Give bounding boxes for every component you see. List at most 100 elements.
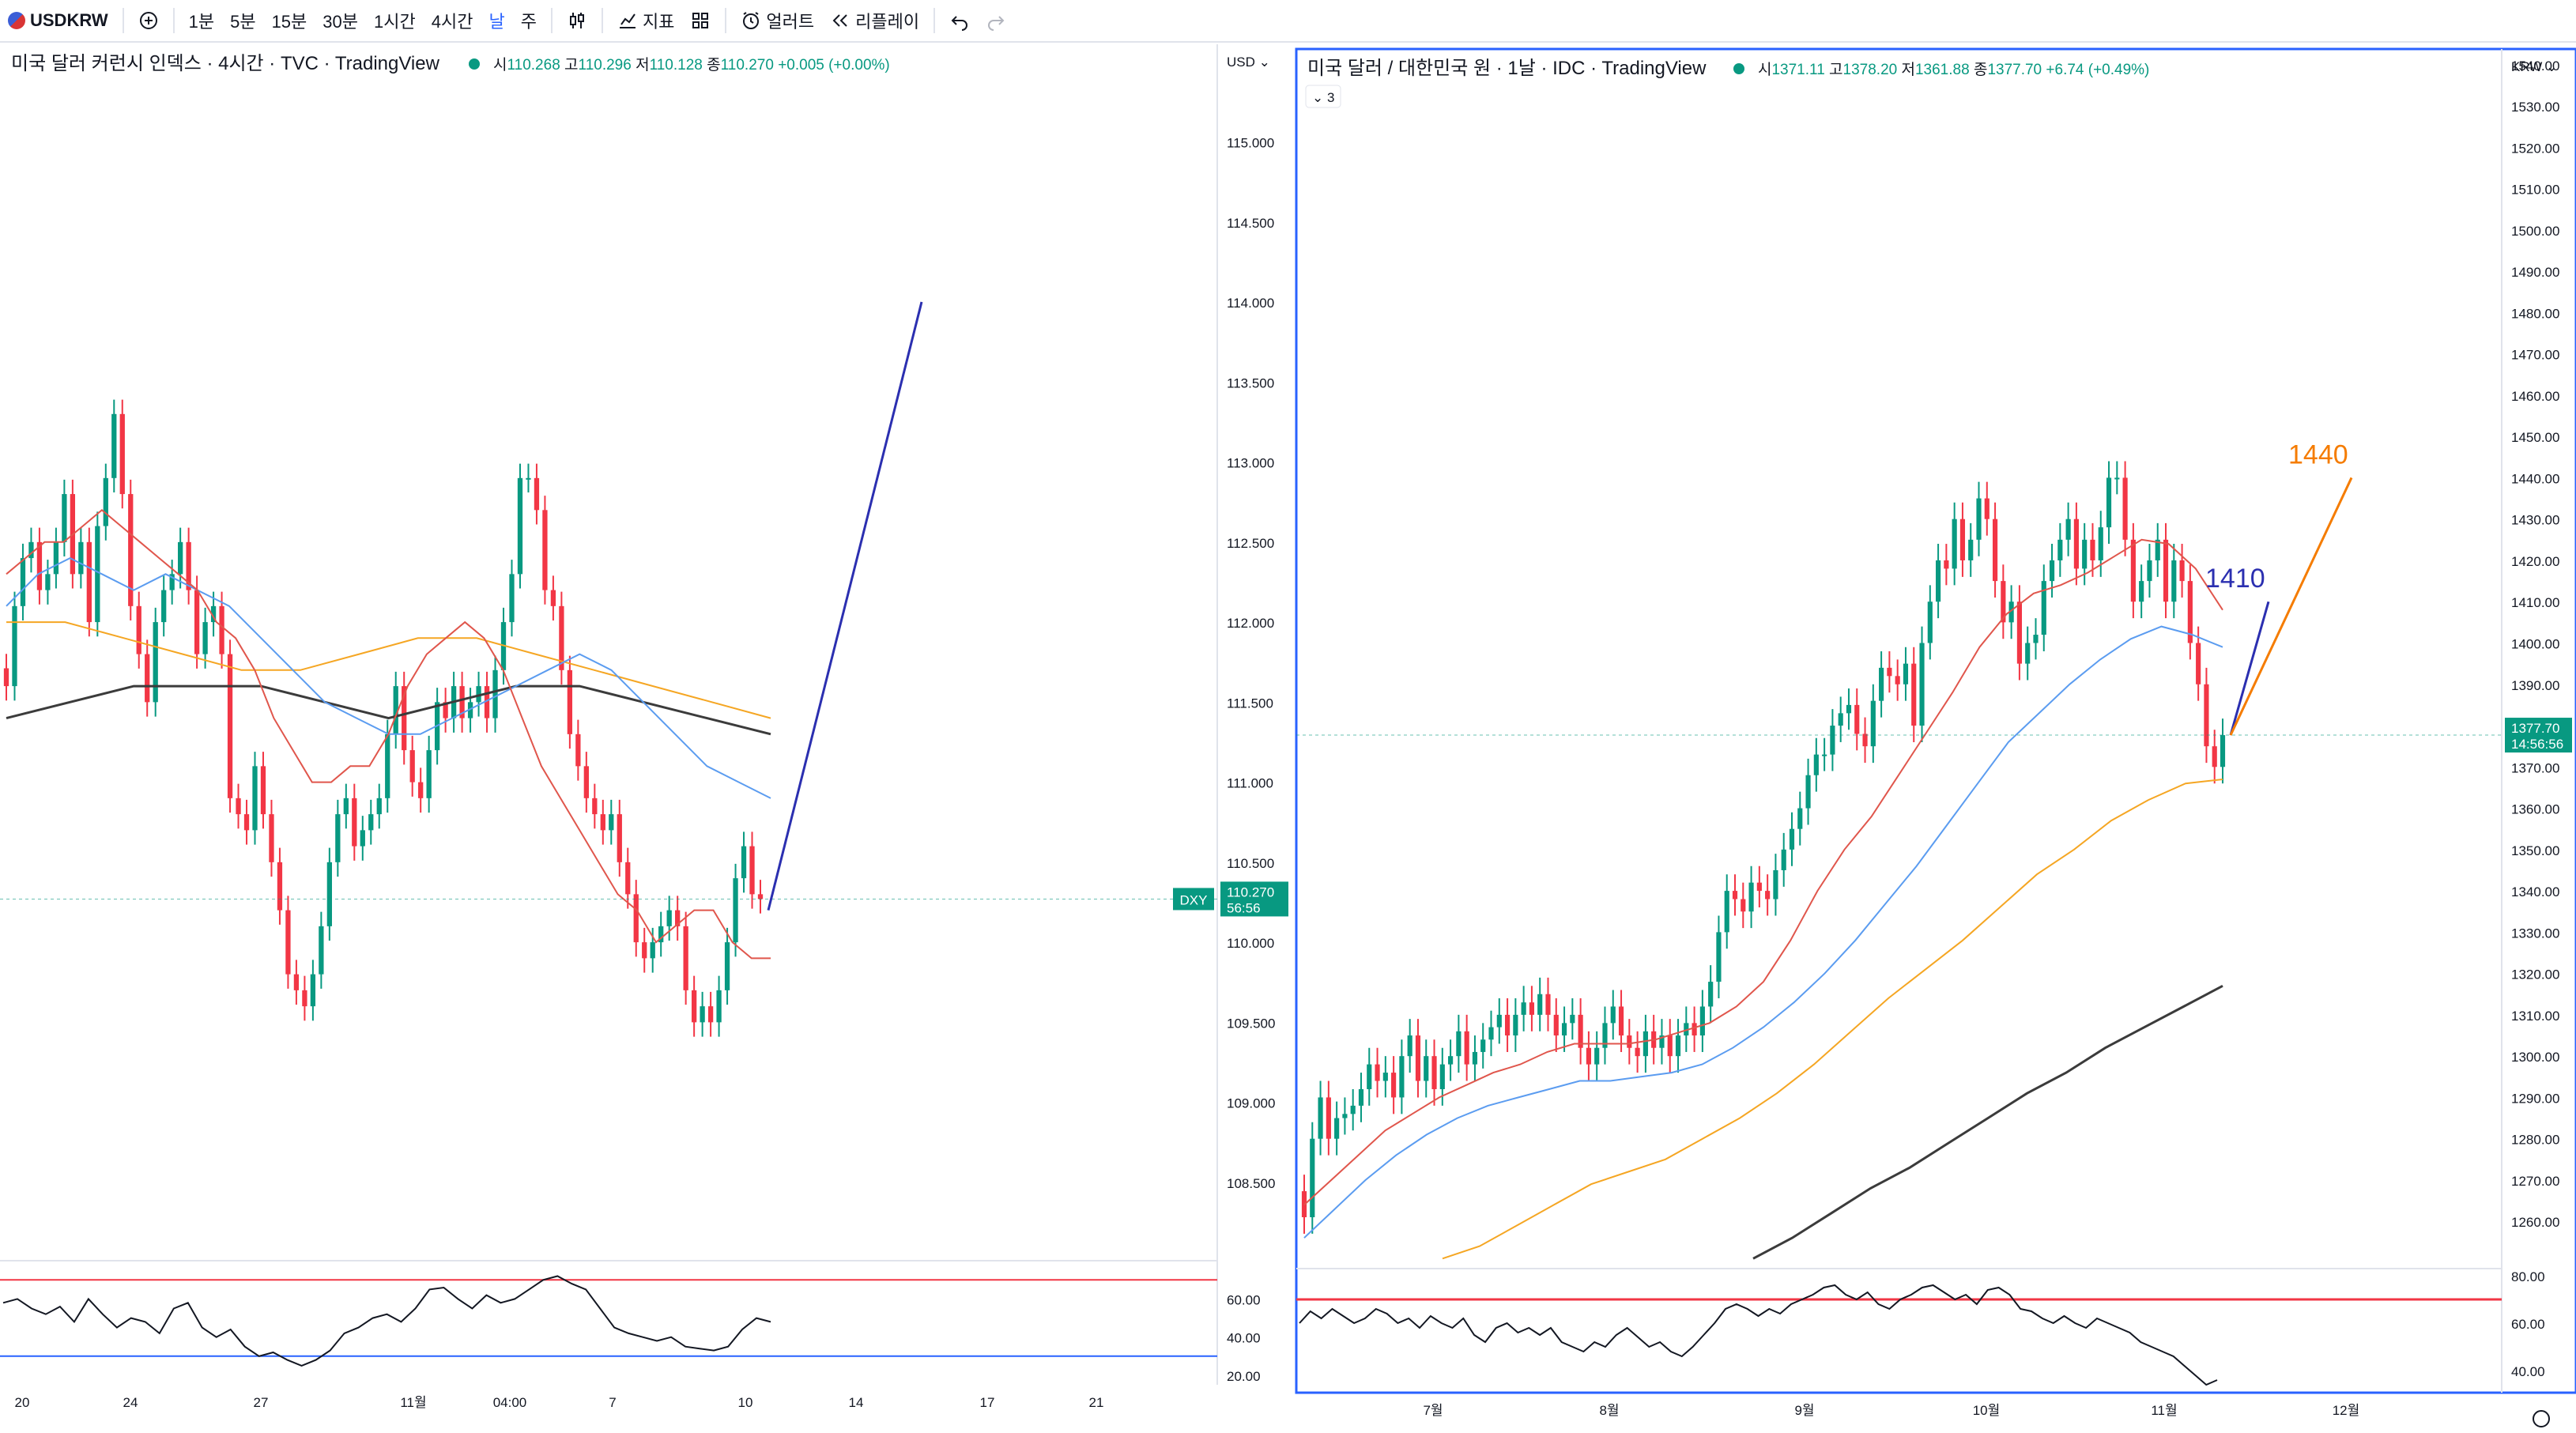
candle-body — [285, 910, 291, 975]
candle-body — [169, 574, 175, 590]
candle-body — [1602, 1023, 1608, 1048]
price-tick-label: 1270.00 — [2511, 1174, 2559, 1189]
candle-body — [1659, 1035, 1665, 1048]
ohlc-legend: 시110.268 고110.296 저110.128 종110.270 +0.0… — [493, 56, 890, 74]
candle-body — [293, 974, 300, 990]
indicator-chart-icon — [619, 13, 636, 28]
interval-button-1[interactable]: 5분 — [230, 12, 256, 32]
redo-button[interactable] — [978, 10, 1014, 31]
candle-body — [103, 477, 108, 526]
candle-body — [136, 605, 141, 654]
chart-area: USD ⌄ 115.000 114.500 114.000 113.500 113.000… — [0, 44, 2576, 1427]
candle-body — [467, 702, 473, 718]
candle-body — [707, 1006, 714, 1023]
candle-body — [78, 541, 84, 575]
candle-body — [1919, 643, 1925, 726]
time-tick-label: 10월 — [1973, 1403, 2001, 1418]
candle-body — [700, 1006, 705, 1023]
candle-body — [335, 814, 341, 862]
ma-200-line — [1752, 984, 2223, 1260]
price-badge-value: 110.270 — [1227, 884, 1274, 899]
rsi-tick-label: 40.00 — [1227, 1331, 1261, 1346]
candle-body — [459, 686, 465, 718]
candle-body — [186, 541, 191, 590]
candle-body — [1992, 519, 1998, 582]
layouts-button[interactable] — [682, 10, 718, 31]
price-tick-label: 1430.00 — [2511, 513, 2559, 528]
candle-body — [592, 798, 598, 815]
candle-body — [393, 686, 398, 734]
time-tick-label: 12월 — [2333, 1403, 2360, 1418]
rsi-tick-label: 80.00 — [2511, 1269, 2545, 1284]
price-tick-label: 1480.00 — [2511, 306, 2559, 321]
candle-body — [2001, 581, 2006, 623]
candle-body — [1627, 1035, 1632, 1048]
candle-body — [666, 910, 672, 926]
candle-body — [2041, 581, 2046, 635]
interval-button-5[interactable]: 4시간 — [431, 12, 473, 32]
candle-body — [385, 733, 390, 798]
alert-button[interactable]: 얼러트 — [733, 8, 822, 33]
price-tick-label: 1500.00 — [2511, 224, 2559, 239]
candle-body — [757, 894, 764, 899]
candles-icon — [569, 13, 584, 28]
candle-body — [1854, 704, 1860, 734]
price-badge-value: 1377.70 — [2511, 721, 2559, 736]
candle-body — [1578, 1014, 1583, 1048]
candle-body — [360, 830, 365, 847]
alarm-clock-icon — [743, 12, 760, 29]
candle-body — [252, 766, 258, 831]
candle-body — [1334, 1118, 1340, 1139]
candle-body — [575, 733, 581, 767]
price-tick-label: 112.000 — [1227, 616, 1274, 631]
candle-body — [509, 574, 515, 623]
price-tick-label: 1340.00 — [2511, 884, 2559, 899]
price-badge-countdown: 56:56 — [1227, 900, 1261, 915]
symbol-search-button[interactable]: USDKRW — [0, 10, 116, 31]
time-tick-label: 7월 — [1423, 1403, 1443, 1418]
price-tick-label: 1400.00 — [2511, 636, 2559, 651]
price-tick-label: 1460.00 — [2511, 389, 2559, 404]
undo-button[interactable] — [941, 10, 978, 31]
candle-body — [12, 605, 17, 687]
candle-body — [1488, 1027, 1494, 1040]
trend-label-1440: 1440 — [2288, 439, 2348, 469]
compare-add-button[interactable] — [130, 10, 167, 31]
candle-body — [1699, 1006, 1705, 1036]
symbol-badge — [1173, 888, 1214, 911]
interval-button-2[interactable]: 15분 — [271, 12, 307, 32]
toolbar-divider — [933, 8, 936, 33]
candle-body — [219, 605, 224, 654]
candle-body — [1561, 1023, 1567, 1036]
candle-body — [28, 541, 34, 559]
candle-body — [243, 814, 250, 831]
candle-body — [2098, 527, 2103, 560]
chart-type-button[interactable] — [559, 10, 595, 31]
candle-body — [1382, 1073, 1388, 1081]
usdkrw-chart-pane[interactable]: KRW ⌄1540.00 1530.00 1520.00 1510.00 1500.00… — [1295, 47, 2576, 1427]
rsi-tick-label: 20.00 — [1227, 1369, 1261, 1384]
candle-body — [111, 413, 117, 478]
undo-icon — [951, 16, 968, 31]
interval-button-6[interactable]: 날 — [488, 12, 505, 32]
candle-body — [600, 814, 605, 831]
interval-button-7[interactable]: 주 — [520, 12, 537, 32]
indicators-button[interactable]: 지표 — [609, 8, 682, 33]
candle-body — [319, 926, 324, 975]
candle-body — [749, 846, 755, 895]
candle-body — [1976, 498, 1982, 540]
interval-button-4[interactable]: 1시간 — [374, 12, 416, 32]
candle-body — [2057, 539, 2063, 560]
candle-body — [2212, 746, 2217, 767]
candle-body — [1732, 891, 1738, 899]
candle-body — [1643, 1031, 1648, 1057]
interval-button-3[interactable]: 30분 — [322, 12, 358, 32]
time-tick-label: 14 — [849, 1395, 864, 1410]
interval-button-0[interactable]: 1분 — [188, 12, 215, 32]
candle-body — [2090, 539, 2095, 560]
replay-button[interactable]: 리플레이 — [822, 8, 927, 33]
candle-body — [302, 990, 307, 1007]
dxy-chart-pane[interactable]: USD ⌄ 115.000 114.500 114.000 113.500 113.000… — [0, 44, 1288, 1410]
indicator-toggle — [1305, 85, 1341, 108]
price-badge — [2505, 718, 2572, 753]
